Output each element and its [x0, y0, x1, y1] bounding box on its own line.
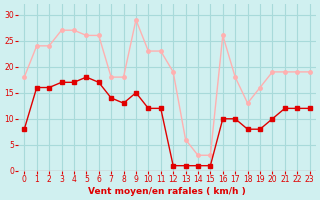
X-axis label: Vent moyen/en rafales ( km/h ): Vent moyen/en rafales ( km/h )	[88, 187, 246, 196]
